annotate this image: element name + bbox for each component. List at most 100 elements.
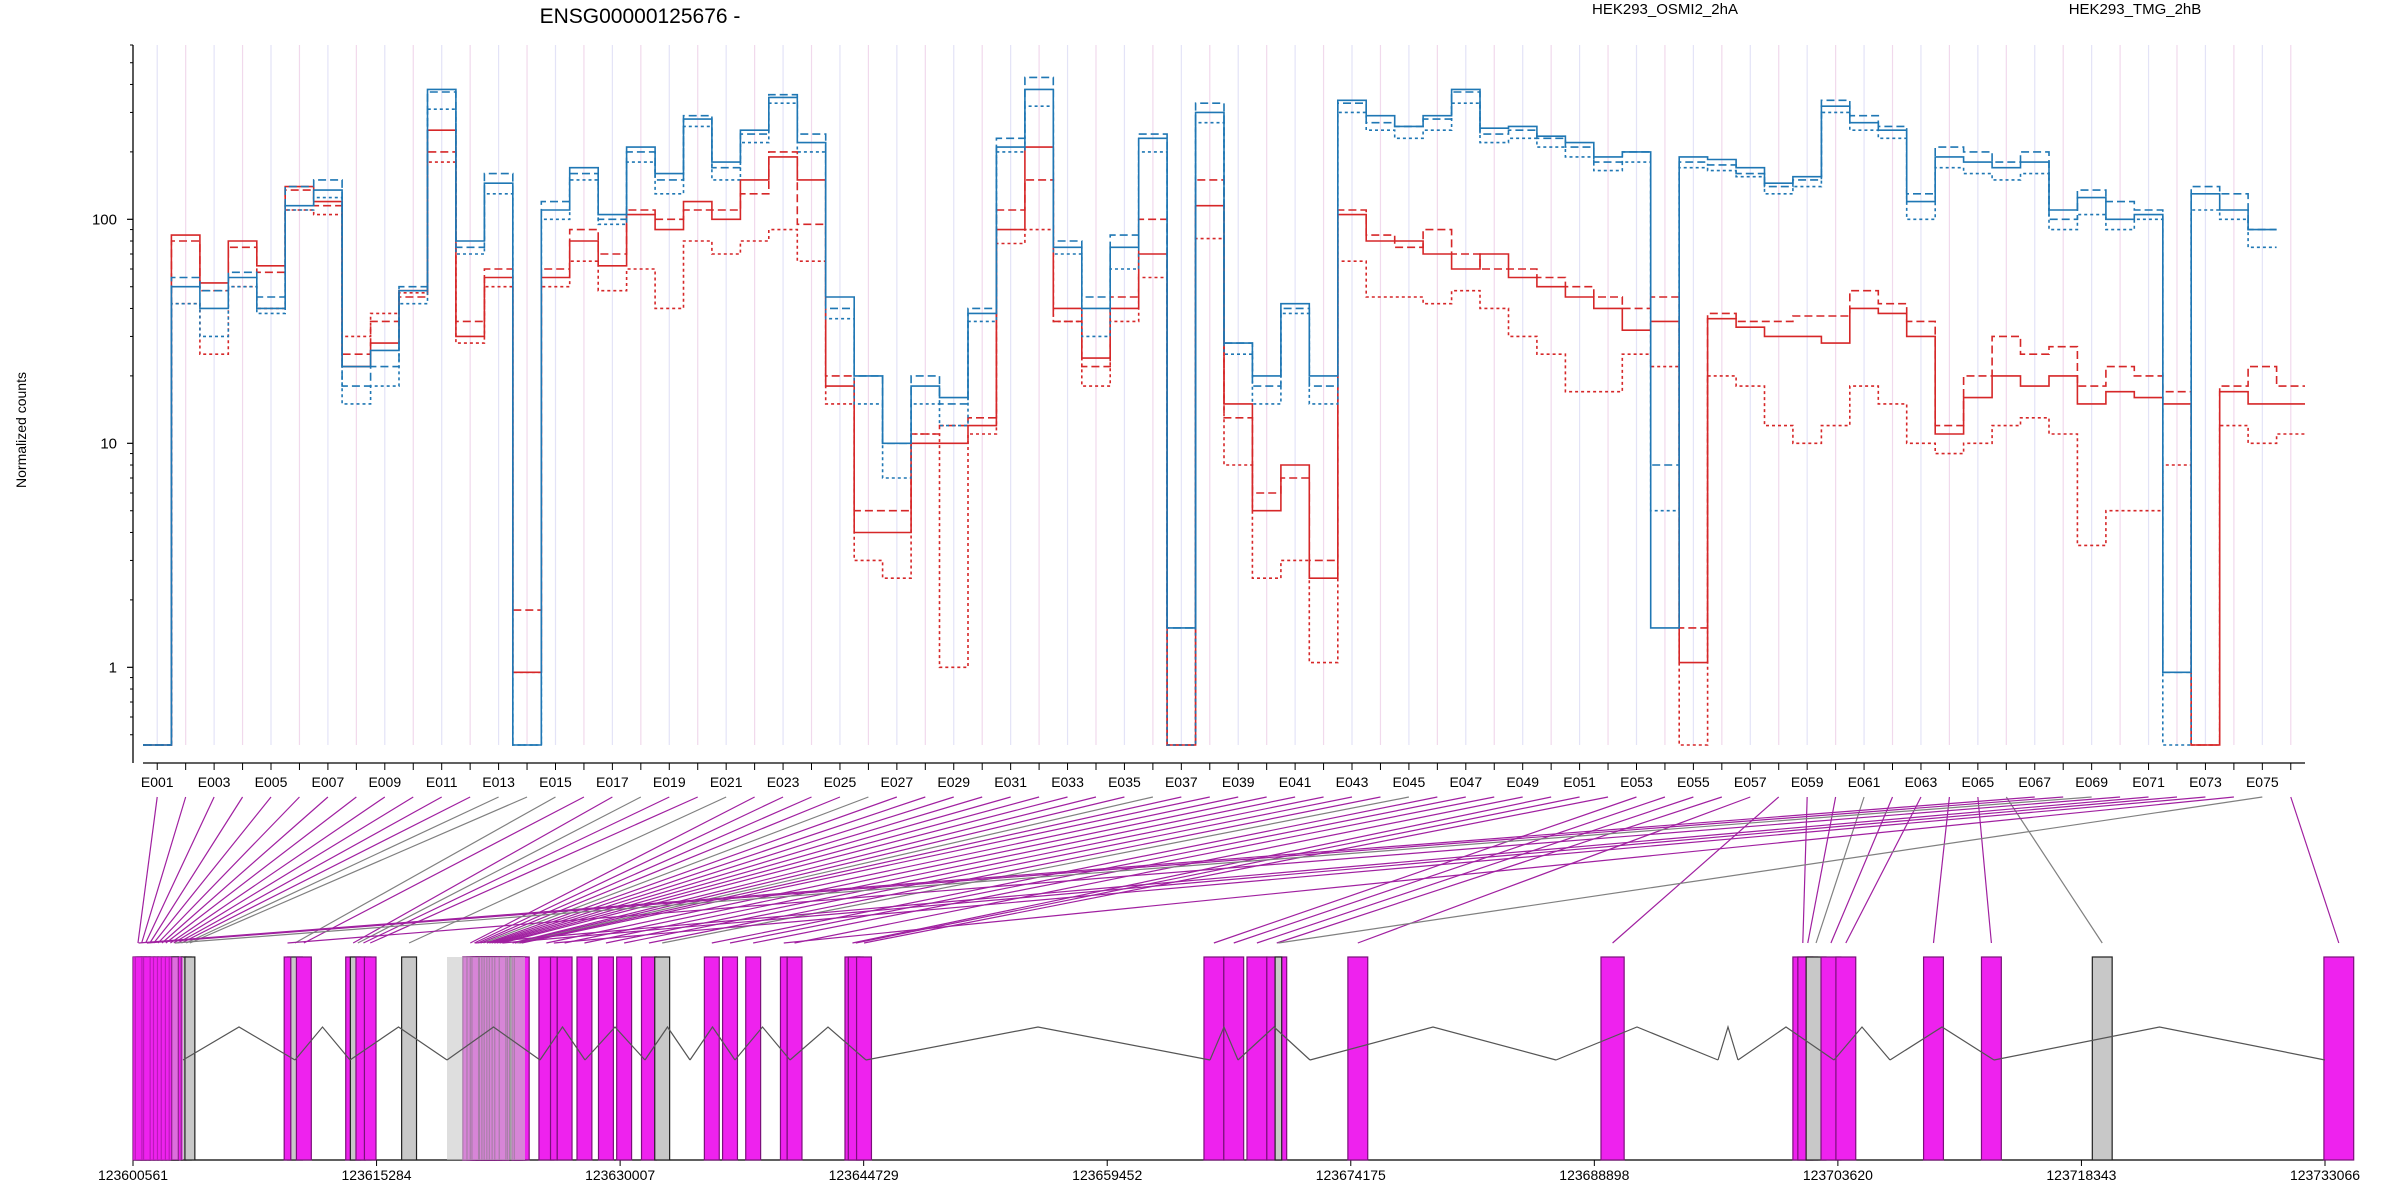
exon-connector	[753, 796, 1495, 944]
genomic-coordinate-label: 123630007	[585, 1167, 655, 1183]
intron-arc	[1889, 1026, 1995, 1061]
intron-arc	[294, 1026, 351, 1061]
exon-connector	[174, 796, 2092, 944]
exon-block	[616, 956, 633, 1161]
x-axis: E001 E003 E005 E007 E009 E011 E013 E015 E017 E019…	[141, 762, 2305, 790]
exon-connector	[475, 796, 2149, 944]
intron-arc	[865, 1026, 1211, 1061]
exon-connector	[146, 796, 2064, 944]
intron-arc	[734, 1026, 791, 1061]
x-tick-label: E033	[1051, 774, 1084, 790]
exon-block	[1835, 956, 1857, 1161]
genomic-coordinate-label: 123688898	[1559, 1167, 1629, 1183]
x-tick-label: E029	[937, 774, 970, 790]
exon-connector	[1256, 796, 1694, 944]
x-tick-label: E043	[1336, 774, 1369, 790]
legend-item-tmg: HEK293_TMG_2hB	[2069, 1, 2202, 18]
genomic-coordinate-label: 123600561	[98, 1167, 168, 1183]
x-tick-label: E021	[710, 774, 743, 790]
intron-arc	[1993, 1026, 2326, 1061]
x-tick-label: E019	[653, 774, 686, 790]
exon-connectors	[137, 796, 2340, 944]
exon-block	[779, 956, 788, 1161]
x-tick-label: E053	[1620, 774, 1653, 790]
exon-connector	[153, 796, 272, 944]
y-axis-label: Normalized counts	[13, 372, 29, 488]
x-tick-label: E045	[1393, 774, 1426, 790]
exon-connector	[1932, 796, 1951, 944]
exon-connector	[145, 796, 215, 944]
x-tick-label: E005	[255, 774, 288, 790]
series-line	[143, 88, 2277, 746]
exon-connector	[1233, 796, 1666, 944]
y-axis: 1 10 100	[92, 44, 134, 763]
exon-connector	[494, 796, 983, 944]
exon-connector	[514, 796, 1125, 944]
intron-arc	[1309, 1026, 1557, 1061]
exon-block	[703, 956, 720, 1161]
exon-connector	[352, 796, 613, 944]
exon-block	[654, 956, 671, 1161]
exon-connector	[512, 796, 1097, 944]
intron-arc	[182, 1026, 296, 1061]
x-tick-label: E069	[2075, 774, 2108, 790]
intron-arc	[1237, 1026, 1311, 1061]
intron-arc	[1737, 1026, 1835, 1061]
x-tick-label: E031	[994, 774, 1027, 790]
exon-connector	[648, 796, 1381, 944]
genomic-coordinate-label: 123615284	[342, 1167, 412, 1183]
exon-connector	[369, 796, 698, 944]
genomic-coordinate-label: 123674175	[1316, 1167, 1386, 1183]
x-tick-label: E057	[1734, 774, 1767, 790]
x-tick-label: E039	[1222, 774, 1255, 790]
exon-cluster	[447, 957, 525, 1160]
exon-connector	[1815, 796, 1865, 944]
x-tick-label: E059	[1791, 774, 1824, 790]
x-tick-label: E041	[1279, 774, 1312, 790]
exon-block	[549, 956, 558, 1161]
exon-connector	[1213, 796, 1637, 944]
exon-connector	[1802, 796, 1808, 944]
exon-block	[597, 956, 614, 1161]
exon-connector	[357, 796, 642, 944]
exon-block	[721, 956, 739, 1161]
x-tick-label: E023	[767, 774, 800, 790]
x-tick-label: E075	[2246, 774, 2279, 790]
exon-connector	[287, 796, 2121, 944]
intron-arc	[539, 1025, 586, 1061]
x-tick-label: E003	[198, 774, 231, 790]
exon-connector	[496, 796, 1011, 944]
intron-arc	[1833, 1026, 1891, 1061]
exon-connector	[517, 796, 1154, 944]
genomic-coordinate-label: 123659452	[1072, 1167, 1142, 1183]
x-tick-label: E027	[881, 774, 914, 790]
genomic-coordinate-label: 123703620	[1803, 1167, 1873, 1183]
x-tick-label: E049	[1506, 774, 1539, 790]
intron-arc	[789, 1026, 867, 1061]
exon-connector	[474, 796, 784, 944]
intron-arc	[1209, 1025, 1239, 1061]
x-tick-label: E061	[1848, 774, 1881, 790]
x-tick-label: E047	[1449, 774, 1482, 790]
exon-block	[1223, 956, 1245, 1161]
exon-block	[283, 956, 292, 1161]
y-tick-label: 1	[109, 659, 117, 676]
exon-connector	[157, 796, 300, 944]
x-tick-label: E007	[312, 774, 345, 790]
series-line	[143, 76, 2277, 746]
gene-model: 123600561 123615284 123630007 123644729 1236…	[98, 956, 2360, 1183]
exon-block	[295, 956, 312, 1161]
genomic-coordinate-label: 123733066	[2290, 1167, 2360, 1183]
exon-connector	[502, 796, 2178, 944]
vertical-gridlines	[156, 45, 2292, 745]
exon-connector	[2290, 796, 2340, 944]
intron-arc	[1717, 1024, 1739, 1061]
intron-arc	[644, 1025, 691, 1061]
exon-connector	[173, 796, 414, 944]
x-tick-label: E063	[1905, 774, 1938, 790]
x-tick-label: E051	[1563, 774, 1596, 790]
exon-connector	[363, 796, 670, 944]
exon-connector	[794, 796, 1523, 944]
exon-connector	[486, 796, 898, 944]
